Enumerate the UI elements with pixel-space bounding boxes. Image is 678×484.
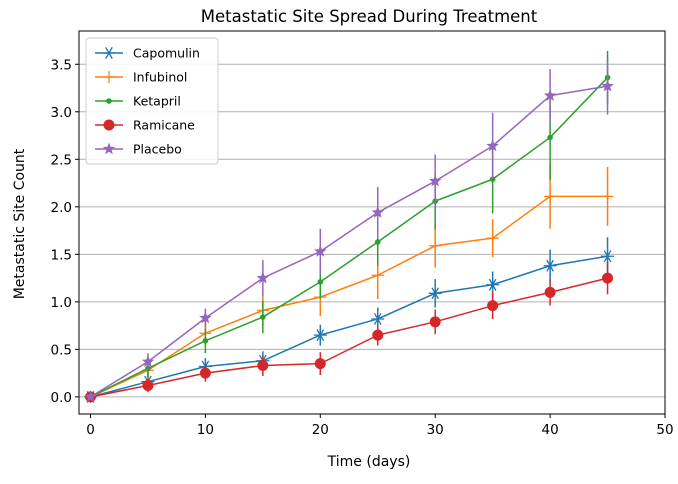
legend-item-placebo: Placebo (95, 142, 182, 157)
legend-label: Capomulin (133, 46, 200, 61)
data-point (260, 314, 266, 320)
y-tick-label: 0.0 (51, 390, 72, 406)
x-tick-label: 50 (656, 422, 673, 438)
data-point (202, 338, 209, 344)
legend-item-ramicane: Ramicane (95, 118, 195, 133)
data-point (314, 358, 326, 370)
data-point (372, 329, 384, 341)
data-point (257, 360, 269, 372)
legend-item-capomulin: Capomulin (95, 46, 200, 61)
plot-frame (78, 30, 666, 415)
legend-marker (102, 47, 116, 59)
data-point (371, 206, 384, 218)
data-point (602, 272, 614, 284)
legend-label: Ramicane (133, 118, 195, 133)
series-line (90, 85, 608, 398)
legend: Capomulin Infubinol Ketapril Ramicane Placeb… (85, 37, 219, 165)
data-point (84, 390, 97, 403)
data-point (429, 174, 442, 187)
legend-label: Placebo (133, 142, 182, 157)
data-point (601, 250, 615, 263)
y-tick-label: 3.5 (51, 57, 72, 73)
y-tick-label: 3.0 (51, 105, 72, 121)
legend-marker (102, 142, 116, 155)
data-point (428, 287, 442, 300)
y-tick-label: 1.5 (51, 247, 72, 263)
data-point (314, 244, 327, 257)
y-tick-label: 0.5 (51, 342, 72, 358)
axes: 0.0 0.5 1.0 1.5 2.0 2.5 3.0 3.5 0 10 20 30 40 50 (51, 30, 674, 438)
plot-series (83, 50, 615, 403)
chart-title: Metastatic Site Spread During Treatment (201, 7, 538, 26)
data-point (544, 286, 556, 298)
series-ramicane (84, 261, 614, 403)
legend-item-infubinol: Infubinol (95, 70, 187, 85)
series-placebo (84, 57, 614, 403)
series-line (90, 255, 608, 398)
y-tick-label: 2.0 (51, 200, 72, 216)
y-axis-label: Metastatic Site Count (12, 148, 28, 299)
data-point (199, 311, 212, 324)
data-point (601, 190, 614, 203)
x-tick-label: 40 (542, 422, 559, 438)
data-point (141, 355, 155, 367)
y-tick-label: 1.0 (51, 295, 72, 311)
series-line (90, 77, 609, 398)
x-tick-label: 20 (312, 422, 329, 438)
series-infubinol (84, 164, 614, 403)
legend-marker (103, 71, 115, 83)
data-point (543, 89, 557, 101)
data-point (313, 329, 327, 342)
x-tick-label: 10 (197, 422, 214, 438)
data-point (487, 300, 499, 312)
data-point (486, 139, 499, 152)
data-point (547, 134, 553, 141)
legend-box (85, 37, 219, 165)
data-point (429, 316, 441, 328)
legend-item-ketapril: Ketapril (95, 94, 181, 109)
data-point (429, 239, 442, 252)
x-axis-label: Time (days) (327, 454, 411, 470)
data-point (543, 259, 557, 272)
legend-marker (106, 98, 112, 104)
x-tick-label: 30 (427, 422, 444, 438)
data-point (142, 379, 154, 391)
data-point (486, 232, 499, 245)
data-point (544, 190, 557, 203)
data-point (317, 279, 324, 285)
legend-marker (103, 119, 115, 131)
x-tick-label: 0 (86, 422, 95, 438)
data-point (601, 79, 614, 92)
data-point (371, 313, 385, 325)
y-tick-label: 2.5 (51, 152, 72, 168)
data-point (256, 271, 270, 284)
legend-label: Ketapril (133, 94, 181, 109)
legend-label: Infubinol (133, 70, 187, 85)
data-point (371, 269, 384, 282)
series-line (90, 195, 608, 398)
data-point (374, 239, 381, 245)
data-point (199, 367, 211, 379)
series-line (90, 277, 608, 398)
data-point (486, 278, 500, 291)
